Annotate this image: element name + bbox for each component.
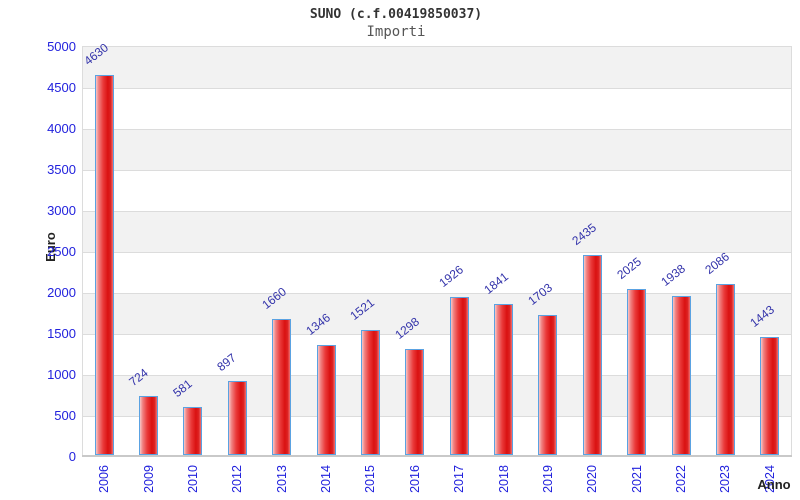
- x-tick-label: 2006: [97, 465, 111, 493]
- x-tick-label: 2015: [363, 465, 377, 493]
- gridline: [83, 252, 791, 253]
- bar-2024: [760, 337, 779, 455]
- x-tick-label: 2020: [585, 465, 599, 493]
- x-axis-title: Anno: [757, 477, 791, 492]
- y-tick-label: 0: [68, 449, 76, 464]
- x-tick-label: 2014: [319, 465, 333, 493]
- y-tick-label: 4000: [47, 121, 76, 136]
- bar-2012: [228, 381, 247, 455]
- x-tick-label: 2016: [408, 465, 422, 493]
- bar-2018: [494, 304, 513, 455]
- chart-title: SUNO (c.f.00419850037): [309, 7, 483, 22]
- x-tick-label: 2013: [275, 465, 289, 493]
- plot-band: [83, 211, 791, 252]
- y-tick-label: 2000: [47, 285, 76, 300]
- gridline: [83, 88, 791, 89]
- bar-2010: [183, 407, 202, 455]
- bar-2021: [627, 289, 646, 455]
- bar-2019: [538, 315, 557, 455]
- plot-area: [82, 46, 792, 457]
- y-tick-label: 1500: [47, 326, 76, 341]
- y-tick-label: 4500: [47, 80, 76, 95]
- x-tick-label: 2023: [718, 465, 732, 493]
- y-tick-label: 3000: [47, 203, 76, 218]
- gridline: [83, 416, 791, 417]
- gridline: [83, 170, 791, 171]
- bar-2020: [583, 255, 602, 455]
- bar-2023: [716, 284, 735, 455]
- x-tick-label: 2019: [541, 465, 555, 493]
- bar-2017: [450, 297, 469, 455]
- x-tick-label: 2022: [674, 465, 688, 493]
- x-tick-label: 2017: [452, 465, 466, 493]
- y-tick-label: 500: [54, 408, 76, 423]
- plot-band: [83, 252, 791, 293]
- bar-2022: [672, 296, 691, 455]
- gridline: [83, 334, 791, 335]
- bar-2006: [95, 75, 114, 455]
- bar-2013: [272, 319, 291, 455]
- chart-subtitle: Importi: [366, 24, 426, 40]
- gridline: [83, 375, 791, 376]
- gridline: [83, 211, 791, 212]
- plot-band: [83, 88, 791, 129]
- y-tick-label: 2500: [47, 244, 76, 259]
- gridline: [83, 129, 791, 130]
- bar-2014: [317, 345, 336, 455]
- bar-2016: [405, 349, 424, 455]
- y-tick-label: 1000: [47, 367, 76, 382]
- plot-band: [83, 170, 791, 211]
- plot-band: [83, 47, 791, 88]
- x-tick-label: 2009: [142, 465, 156, 493]
- x-tick-label: 2018: [497, 465, 511, 493]
- bar-2015: [361, 330, 380, 455]
- y-tick-label: 3500: [47, 162, 76, 177]
- bar-2009: [139, 396, 158, 455]
- x-tick-label: 2012: [230, 465, 244, 493]
- plot-band: [83, 129, 791, 170]
- x-tick-label: 2010: [186, 465, 200, 493]
- x-axis-line: [82, 455, 792, 457]
- x-tick-label: 2021: [630, 465, 644, 493]
- y-tick-label: 5000: [47, 39, 76, 54]
- gridline: [83, 293, 791, 294]
